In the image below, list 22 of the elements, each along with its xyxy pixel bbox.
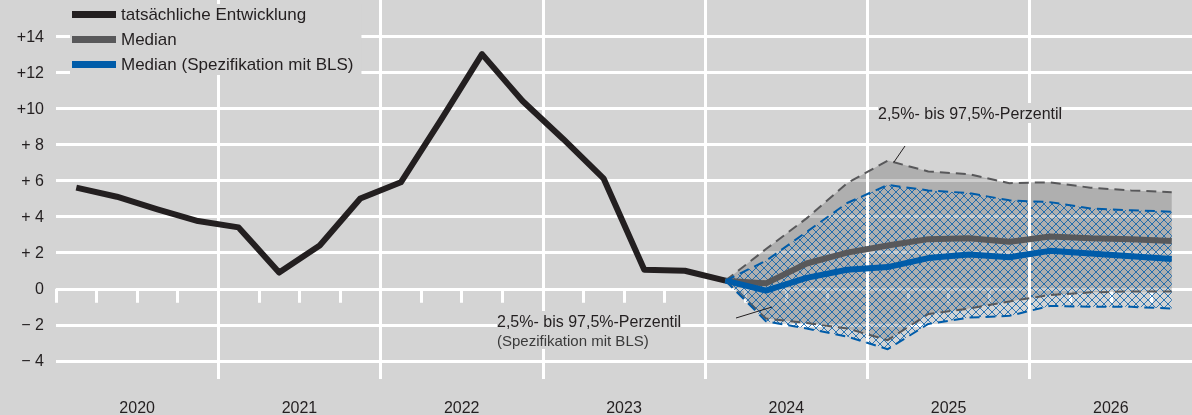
y-tick-label: +14 — [16, 27, 45, 45]
x-tick-label: 2021 — [281, 398, 318, 415]
annotation: 2,5%- bis 97,5%-Perzentil (Spezifikation mit BLS) — [497, 312, 682, 349]
y-tick-label: + 6 — [21, 171, 45, 189]
x-tick-label: 2025 — [930, 398, 967, 415]
annotation: 2,5%- bis 97,5%-Perzentil — [878, 104, 1063, 122]
x-tick-label: 2026 — [1093, 398, 1129, 415]
legend-label: Median (Spezifikation mit BLS) — [121, 55, 354, 74]
legend-label: Median — [121, 30, 177, 49]
x-tick-label: 2023 — [606, 398, 642, 415]
y-tick-label: + 8 — [21, 135, 45, 153]
x-tick-label: 2020 — [119, 398, 156, 415]
legend-label: tatsächliche Entwicklung — [121, 5, 307, 24]
y-tick-label: − 4 — [21, 352, 45, 370]
y-tick-label: +10 — [16, 99, 45, 117]
y-tick-label: − 2 — [21, 316, 45, 334]
y-tick-label: + 4 — [21, 208, 45, 226]
y-tick-label: + 2 — [21, 244, 45, 262]
y-tick-label: 0 — [35, 280, 45, 298]
x-tick-label: 2024 — [768, 398, 805, 415]
y-tick-label: +12 — [16, 63, 45, 81]
x-tick-label: 2022 — [443, 398, 480, 415]
